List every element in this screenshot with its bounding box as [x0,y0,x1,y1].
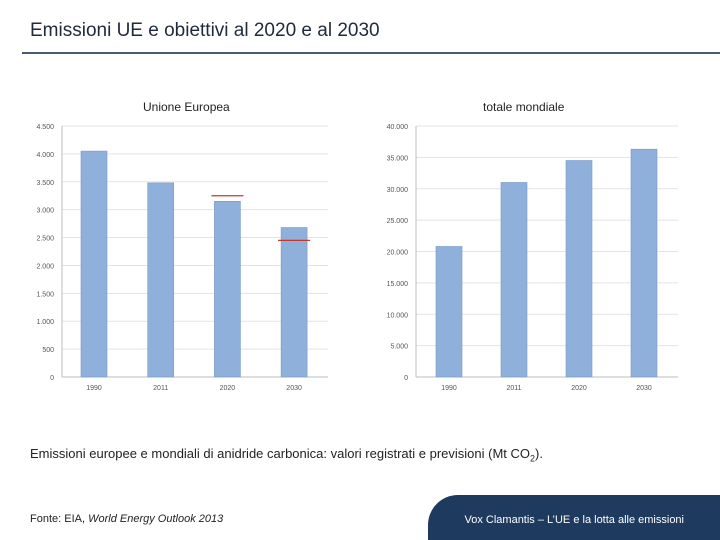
y-tick-label: 2.500 [36,236,54,243]
eu-emissions-chart: 0 500 1.000 1.500 2.000 2.500 3.000 3.500 4.000 4… [36,124,328,392]
y-tick-label: 5.000 [390,344,408,351]
y-tick-label: 30.000 [387,187,409,194]
y-tick-label: 20.000 [387,250,409,257]
world-emissions-chart: 0 5.000 10.000 15.000 20.000 25.000 30.000 35.0… [387,124,678,392]
y-tick-label: 1.000 [36,319,54,326]
y-tick-label: 2.000 [36,263,54,270]
x-tick-label: 2020 [220,385,236,392]
chart-caption: Emissioni europee e mondiali di anidride… [30,446,543,464]
slide-title: Emissioni UE e obiettivi al 2020 e al 20… [30,20,380,41]
source-note: Fonte: EIA, World Energy Outlook 2013 [30,513,224,525]
bar [565,160,593,378]
bar [500,182,528,378]
bar [630,148,658,378]
title-divider [22,52,720,54]
y-tick-label: 0 [50,375,54,382]
x-tick-label: 2011 [506,385,521,392]
x-tick-label: 2011 [153,385,168,392]
bar [435,246,463,378]
y-tick-label: 25.000 [387,218,409,225]
bar [280,227,308,378]
footer-banner: Vox Clamantis – L’UE e la lotta alle emi… [428,495,720,540]
bar [147,182,174,378]
bar [214,201,241,378]
eu-chart-title: Unione Europea [143,100,230,114]
y-tick-label: 0 [404,375,408,382]
y-tick-label: 1.500 [36,291,54,298]
y-tick-label: 4.000 [36,152,54,159]
x-tick-label: 2030 [286,385,302,392]
footer-text: Vox Clamantis – L’UE e la lotta alle emi… [464,514,685,526]
x-tick-label: 1990 [86,385,102,392]
y-tick-label: 3.500 [36,180,54,187]
y-tick-label: 15.000 [387,281,409,288]
bar [80,150,108,378]
y-tick-label: 3.000 [36,208,54,215]
x-tick-label: 1990 [441,385,457,392]
x-tick-label: 2030 [636,385,652,392]
world-chart-title: totale mondiale [483,100,565,114]
x-tick-label: 2020 [571,385,587,392]
y-tick-label: 35.000 [387,155,409,162]
y-tick-label: 500 [42,347,54,354]
y-tick-label: 10.000 [387,312,409,319]
y-tick-label: 4.500 [36,124,54,131]
y-tick-label: 40.000 [387,124,409,131]
